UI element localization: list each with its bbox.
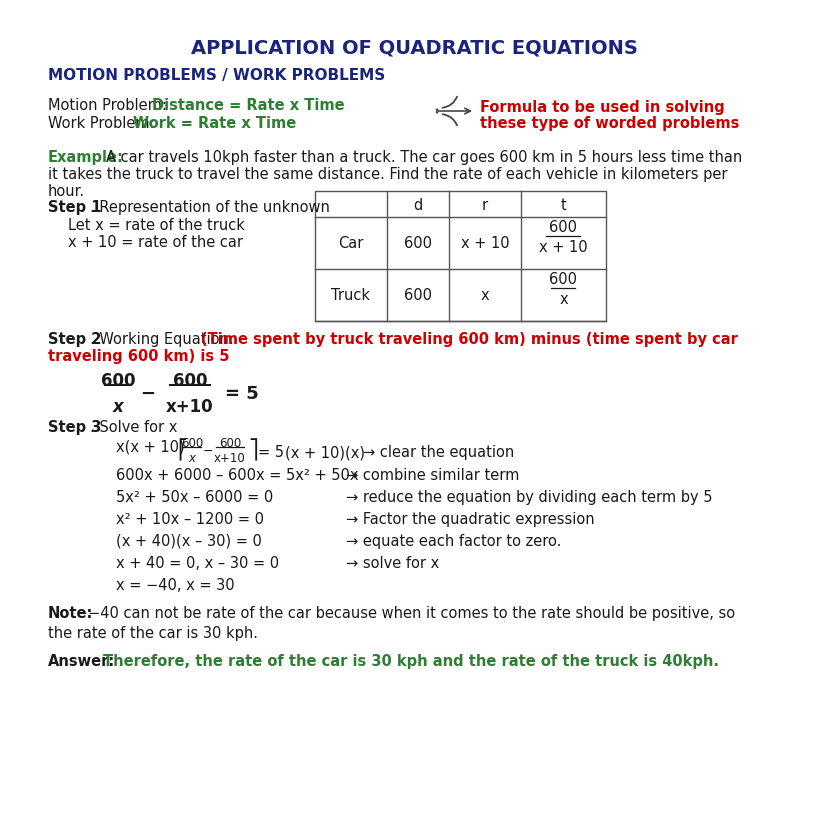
Text: = 5: = 5 [258,445,284,460]
Text: Work Problem:: Work Problem: [48,116,159,131]
Text: Example:: Example: [48,150,124,165]
Text: (x + 40)(x – 30) = 0: (x + 40)(x – 30) = 0 [116,533,261,548]
Text: r: r [481,197,487,212]
Text: x + 10: x + 10 [538,240,587,255]
Text: . Representation of the unknown: . Representation of the unknown [90,200,329,215]
Text: Motion Problem:: Motion Problem: [48,98,171,113]
Text: . Working Equation:: . Working Equation: [90,332,238,347]
Text: x + 10 = rate of the car: x + 10 = rate of the car [68,235,242,250]
Text: it takes the truck to travel the same distance. Find the rate of each vehicle in: it takes the truck to travel the same di… [48,167,727,181]
Text: traveling 600 km) is 5: traveling 600 km) is 5 [48,349,229,364]
Text: (x + 10)(x): (x + 10)(x) [284,445,365,460]
Text: 600: 600 [173,371,207,390]
Text: x+10: x+10 [166,398,213,415]
Text: Note:: Note: [48,605,93,620]
Text: → equate each factor to zero.: → equate each factor to zero. [346,533,561,548]
Text: 600: 600 [549,220,576,235]
Text: 600: 600 [549,273,576,287]
Text: x+10: x+10 [214,451,246,465]
Bar [314,191,605,322]
Text: −: − [203,445,213,457]
Text: Step 2: Step 2 [48,332,101,347]
Text: . Solve for x: . Solve for x [90,420,177,435]
Text: x(x + 10): x(x + 10) [116,440,184,455]
Text: 5x² + 50x – 6000 = 0: 5x² + 50x – 6000 = 0 [116,489,273,504]
Text: APPLICATION OF QUADRATIC EQUATIONS: APPLICATION OF QUADRATIC EQUATIONS [190,38,637,57]
Text: hour.: hour. [48,184,85,199]
Text: Step 3: Step 3 [48,420,101,435]
Text: → reduce the equation by dividing each term by 5: → reduce the equation by dividing each t… [346,489,712,504]
Text: x: x [558,292,567,307]
Text: 600: 600 [404,288,432,303]
Text: x² + 10x – 1200 = 0: x² + 10x – 1200 = 0 [116,512,264,527]
Text: 600: 600 [180,436,203,450]
Text: 600: 600 [218,436,241,450]
Text: Therefore, the rate of the car is 30 kph and the rate of the truck is 40kph.: Therefore, the rate of the car is 30 kph… [103,653,718,668]
Text: these type of worded problems: these type of worded problems [480,116,739,131]
Text: 600: 600 [101,371,135,390]
Text: Work = Rate x Time: Work = Rate x Time [133,116,296,131]
Text: Answer:: Answer: [48,653,115,668]
Text: 600: 600 [404,237,432,251]
Text: MOTION PROBLEMS / WORK PROBLEMS: MOTION PROBLEMS / WORK PROBLEMS [48,68,385,83]
Text: (Time spent by truck traveling 600 km) minus (time spent by car: (Time spent by truck traveling 600 km) m… [201,332,737,347]
Text: d: d [413,197,422,212]
Text: → combine similar term: → combine similar term [346,467,519,482]
Text: t: t [560,197,566,212]
Text: Let x = rate of the truck: Let x = rate of the truck [68,217,245,232]
Text: = 5: = 5 [225,385,258,402]
Text: Step 1: Step 1 [48,200,102,215]
Text: → solve for x: → solve for x [346,555,438,570]
Text: −: − [141,385,155,402]
Text: Car: Car [338,237,363,251]
Text: Distance = Rate x Time: Distance = Rate x Time [152,98,344,113]
Text: x = −40, x = 30: x = −40, x = 30 [116,578,234,592]
Text: the rate of the car is 30 kph.: the rate of the car is 30 kph. [48,625,258,640]
Text: x: x [189,451,195,465]
Text: ⎡: ⎡ [177,438,187,461]
Text: ⎤: ⎤ [248,438,257,461]
Text: −40 can not be rate of the car because when it comes to the rate should be posit: −40 can not be rate of the car because w… [88,605,734,620]
Text: → clear the equation: → clear the equation [362,445,514,460]
Text: x: x [480,288,489,303]
Text: → Factor the quadratic expression: → Factor the quadratic expression [346,512,594,527]
Text: Formula to be used in solving: Formula to be used in solving [480,99,724,115]
Text: Truck: Truck [331,288,370,303]
Text: 600x + 6000 – 600x = 5x² + 50x: 600x + 6000 – 600x = 5x² + 50x [116,467,358,482]
Text: A car travels 10kph faster than a truck. The car goes 600 km in 5 hours less tim: A car travels 10kph faster than a truck.… [106,150,741,165]
Text: x: x [112,398,123,415]
Text: x + 40 = 0, x – 30 = 0: x + 40 = 0, x – 30 = 0 [116,555,279,570]
Text: x + 10: x + 10 [460,237,509,251]
